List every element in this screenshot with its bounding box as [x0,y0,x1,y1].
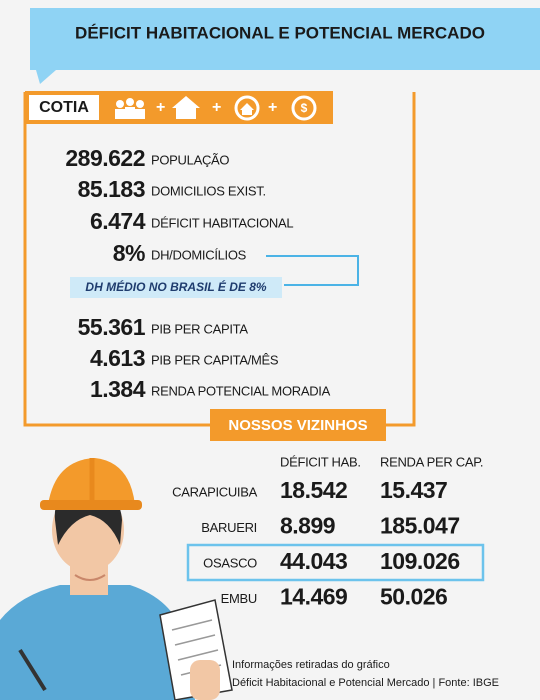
banner-tail [36,70,56,84]
city: COTIA [39,99,89,116]
income-value: 185.047 [380,513,460,539]
title: DÉFICIT HABITACIONAL E POTENCIAL MERCADO [75,23,485,42]
note-box [70,277,282,298]
stat-label: DÉFICIT HABITACIONAL [151,215,293,230]
stat-value: 85.183 [78,176,145,202]
income-value: 15.437 [380,477,447,503]
deficit-value: 8.899 [280,513,335,539]
stat-value: 8% [113,240,145,266]
svg-text:+: + [156,99,165,116]
note: DH MÉDIO NO BRASIL É DE 8% [85,279,266,294]
income-value: 109.026 [380,548,460,574]
stat-value: 1.384 [90,376,146,402]
svg-text:+: + [212,99,221,116]
stat-value: 55.361 [78,314,146,340]
frame [23,92,212,427]
deficit-value: 14.469 [280,584,347,610]
footer-line: Déficit Habitacional e Potencial Mercado… [232,677,499,689]
city-name: EMBU [221,591,257,606]
deficit-value: 44.043 [280,548,347,574]
stat-label: PIB PER CAPITA [151,321,248,336]
column-header: RENDA PER CAP. [380,454,483,469]
footer-line: Informações retiradas do gráfico [232,659,390,671]
stat-label: POPULAÇÃO [151,152,229,167]
city-name: CARAPICUIBA [172,484,257,499]
icons: + + + $ [115,95,317,121]
deficit-value: 18.542 [280,477,347,503]
header-banner [30,8,540,70]
neighbors-title: NOSSOS VIZINHOS [228,417,367,434]
city-name: BARUERI [201,520,257,535]
city-name: OSASCO [203,555,257,570]
city-box [29,95,99,120]
stat-label: RENDA POTENCIAL MORADIA [151,383,331,398]
stat-value: 6.474 [90,208,146,234]
column-header: DÉFICIT HAB. [280,454,361,469]
svg-text:+: + [268,99,277,116]
stat-label: PIB PER CAPITA/MÊS [151,352,279,367]
stat-label: DH/DOMICÍLIOS [151,247,247,262]
frame [385,92,416,427]
worker-illustration [0,458,233,700]
highlight-box [186,543,485,582]
stat-value: 289.622 [65,145,145,171]
note-bracket [266,255,359,286]
income-value: 50.026 [380,584,447,610]
svg-text:$: $ [301,101,308,115]
stat-label: DOMICILIOS EXIST. [151,183,266,198]
neighbors-box [210,409,386,441]
stat-value: 4.613 [90,345,145,371]
